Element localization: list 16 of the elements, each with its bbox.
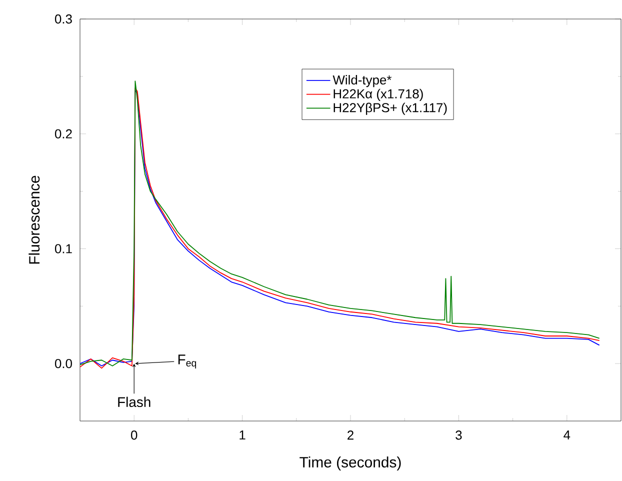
annotation: Flash [118, 396, 150, 408]
legend-label: H22YβPS+ (x1.117) [334, 102, 447, 115]
y-tick-label: 0.0 [54, 358, 72, 368]
annotation: F$_{eq}$ [178, 354, 196, 368]
legend-label: Wild-type* [332, 75, 392, 88]
y-tick-label: 0.3 [54, 14, 72, 24]
x-axis-title: Time (seconds) [300, 456, 401, 470]
x-tick-label: 0 [131, 430, 138, 440]
legend-label: H22Kα (x1.718) [334, 88, 423, 101]
x-tick-label: 2 [348, 430, 354, 440]
x-tick-label: 4 [564, 430, 570, 440]
y-axis-title: Fluorescence [28, 176, 40, 264]
x-tick-label: 1 [240, 430, 246, 440]
y-tick-label: 0.2 [54, 129, 72, 138]
x-tick-label: 3 [456, 430, 462, 440]
y-tick-label: 0.1 [54, 244, 72, 254]
